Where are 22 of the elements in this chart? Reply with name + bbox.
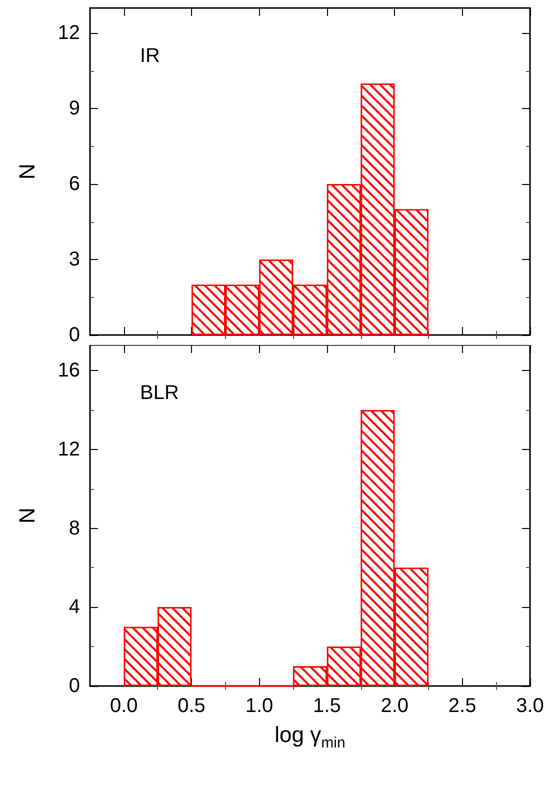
- x-tick-label: 3.0: [516, 695, 544, 717]
- y-tick-label: 12: [58, 438, 80, 460]
- x-axis-title: log γ$_{min}$: [274, 722, 346, 752]
- annotation: BLR: [140, 382, 179, 404]
- annotation: IR: [140, 45, 160, 67]
- x-tick-label: 2.5: [448, 695, 476, 717]
- y-tick-label: 4: [68, 596, 80, 618]
- y-tick-label: 0: [68, 324, 80, 346]
- y-tick-label: 8: [68, 517, 80, 540]
- x-tick-label: 1.5: [313, 695, 341, 717]
- x-tick-label: 0.5: [178, 695, 206, 717]
- y-tick-label: 6: [68, 173, 80, 196]
- y-axis-title: N: [14, 164, 40, 180]
- y-axis-title: N: [14, 508, 40, 524]
- x-tick-label: 2.0: [380, 695, 409, 717]
- y-tick-label: 16: [58, 360, 80, 382]
- y-tick-label: 12: [58, 22, 80, 44]
- x-tick-label: 0.0: [110, 695, 138, 717]
- y-tick-label: 9: [68, 98, 80, 120]
- y-tick-label: 3: [68, 248, 80, 271]
- y-tick-label: 0: [68, 675, 80, 697]
- x-tick-label: 1.0: [245, 695, 274, 717]
